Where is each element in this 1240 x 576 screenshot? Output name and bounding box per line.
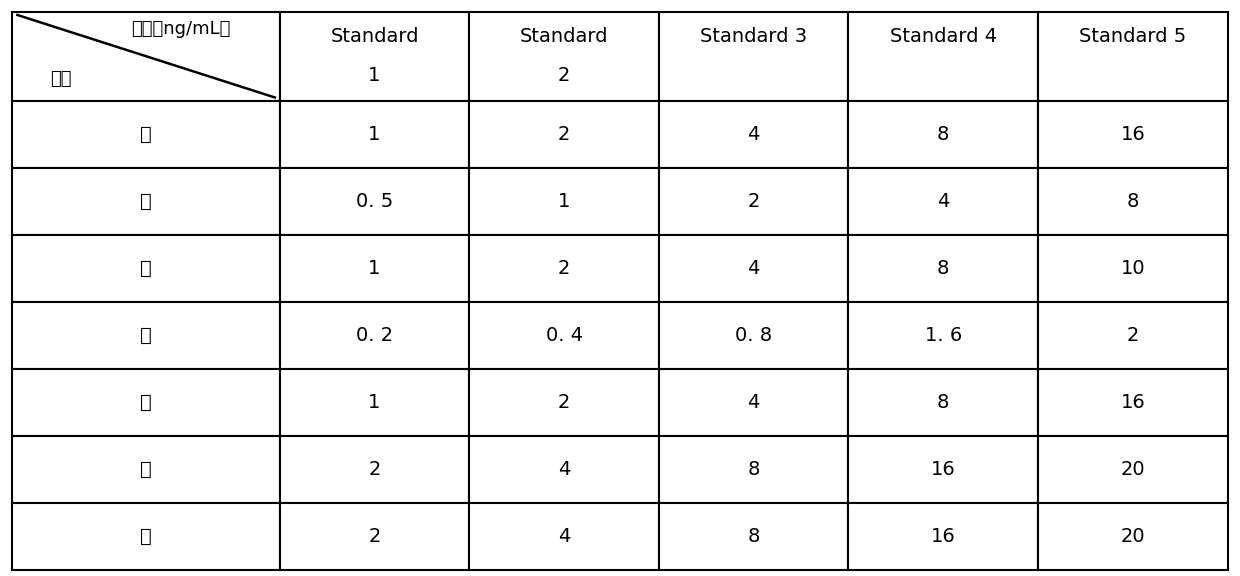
Text: 靴: 靴 bbox=[140, 393, 153, 412]
Text: 镖: 镖 bbox=[140, 460, 153, 479]
Text: 4: 4 bbox=[937, 192, 950, 211]
Bar bbox=[848, 101, 1038, 168]
Bar bbox=[469, 302, 658, 369]
Bar bbox=[12, 12, 280, 101]
Text: 8: 8 bbox=[748, 527, 760, 546]
Text: 8: 8 bbox=[937, 393, 950, 412]
Text: 8: 8 bbox=[937, 259, 950, 278]
Text: 1: 1 bbox=[368, 125, 381, 144]
Text: 2: 2 bbox=[368, 460, 381, 479]
Bar bbox=[848, 503, 1038, 570]
Text: 浓度（ng/mL）: 浓度（ng/mL） bbox=[131, 20, 231, 39]
Bar bbox=[469, 436, 658, 503]
Bar bbox=[848, 12, 1038, 101]
Text: 16: 16 bbox=[1121, 125, 1146, 144]
Text: 汞: 汞 bbox=[140, 326, 153, 345]
Bar bbox=[1038, 302, 1228, 369]
Bar bbox=[658, 12, 848, 101]
Text: Standard 5: Standard 5 bbox=[1079, 27, 1187, 46]
Text: 4: 4 bbox=[558, 460, 570, 479]
Bar bbox=[469, 503, 658, 570]
Bar bbox=[848, 168, 1038, 235]
Bar bbox=[1038, 168, 1228, 235]
Bar bbox=[848, 302, 1038, 369]
Bar bbox=[12, 101, 280, 168]
Text: 20: 20 bbox=[1121, 527, 1145, 546]
Bar bbox=[12, 369, 280, 436]
Text: 铅: 铅 bbox=[140, 125, 153, 144]
Bar bbox=[658, 503, 848, 570]
Text: 4: 4 bbox=[748, 125, 760, 144]
Text: 4: 4 bbox=[748, 259, 760, 278]
Bar bbox=[1038, 369, 1228, 436]
Text: 16: 16 bbox=[1121, 393, 1146, 412]
Text: 1. 6: 1. 6 bbox=[925, 326, 962, 345]
Bar bbox=[1038, 503, 1228, 570]
Text: 4: 4 bbox=[748, 393, 760, 412]
Bar bbox=[280, 235, 469, 302]
Text: 2: 2 bbox=[558, 259, 570, 278]
Bar bbox=[658, 101, 848, 168]
Text: 元素: 元素 bbox=[50, 70, 71, 88]
Text: 8: 8 bbox=[937, 125, 950, 144]
Text: 16: 16 bbox=[931, 527, 956, 546]
Text: Standard 3: Standard 3 bbox=[701, 27, 807, 46]
Bar bbox=[12, 235, 280, 302]
Text: 10: 10 bbox=[1121, 259, 1145, 278]
Text: 16: 16 bbox=[931, 460, 956, 479]
Text: 2: 2 bbox=[748, 192, 760, 211]
Bar bbox=[12, 436, 280, 503]
Bar bbox=[1038, 12, 1228, 101]
Bar bbox=[1038, 436, 1228, 503]
Bar bbox=[469, 168, 658, 235]
Text: 1: 1 bbox=[368, 393, 381, 412]
Bar bbox=[12, 302, 280, 369]
Bar bbox=[280, 503, 469, 570]
Bar bbox=[658, 369, 848, 436]
Bar bbox=[469, 101, 658, 168]
Text: Standard: Standard bbox=[520, 27, 609, 46]
Bar bbox=[469, 12, 658, 101]
Text: 2: 2 bbox=[558, 66, 570, 85]
Text: 20: 20 bbox=[1121, 460, 1145, 479]
Text: 2: 2 bbox=[558, 393, 570, 412]
Bar bbox=[280, 168, 469, 235]
Bar bbox=[469, 369, 658, 436]
Text: 钒: 钒 bbox=[140, 527, 153, 546]
Bar bbox=[658, 235, 848, 302]
Bar bbox=[280, 101, 469, 168]
Text: 粠: 粠 bbox=[140, 259, 153, 278]
Text: Standard 4: Standard 4 bbox=[889, 27, 997, 46]
Bar bbox=[848, 369, 1038, 436]
Text: 2: 2 bbox=[558, 125, 570, 144]
Bar bbox=[658, 302, 848, 369]
Bar bbox=[848, 235, 1038, 302]
Bar bbox=[12, 168, 280, 235]
Bar bbox=[1038, 235, 1228, 302]
Text: 4: 4 bbox=[558, 527, 570, 546]
Text: 8: 8 bbox=[1127, 192, 1140, 211]
Bar bbox=[848, 436, 1038, 503]
Text: 8: 8 bbox=[748, 460, 760, 479]
Text: 镕: 镕 bbox=[140, 192, 153, 211]
Bar bbox=[469, 235, 658, 302]
Bar bbox=[12, 503, 280, 570]
Text: 1: 1 bbox=[558, 192, 570, 211]
Bar bbox=[280, 436, 469, 503]
Text: 2: 2 bbox=[368, 527, 381, 546]
Text: 0. 2: 0. 2 bbox=[356, 326, 393, 345]
Bar bbox=[658, 168, 848, 235]
Text: 0. 4: 0. 4 bbox=[546, 326, 583, 345]
Text: 0. 5: 0. 5 bbox=[356, 192, 393, 211]
Bar bbox=[658, 436, 848, 503]
Text: Standard: Standard bbox=[330, 27, 419, 46]
Bar bbox=[280, 12, 469, 101]
Text: 1: 1 bbox=[368, 66, 381, 85]
Text: 2: 2 bbox=[1127, 326, 1140, 345]
Bar bbox=[280, 302, 469, 369]
Text: 1: 1 bbox=[368, 259, 381, 278]
Text: 0. 8: 0. 8 bbox=[735, 326, 773, 345]
Bar bbox=[280, 369, 469, 436]
Bar bbox=[1038, 101, 1228, 168]
